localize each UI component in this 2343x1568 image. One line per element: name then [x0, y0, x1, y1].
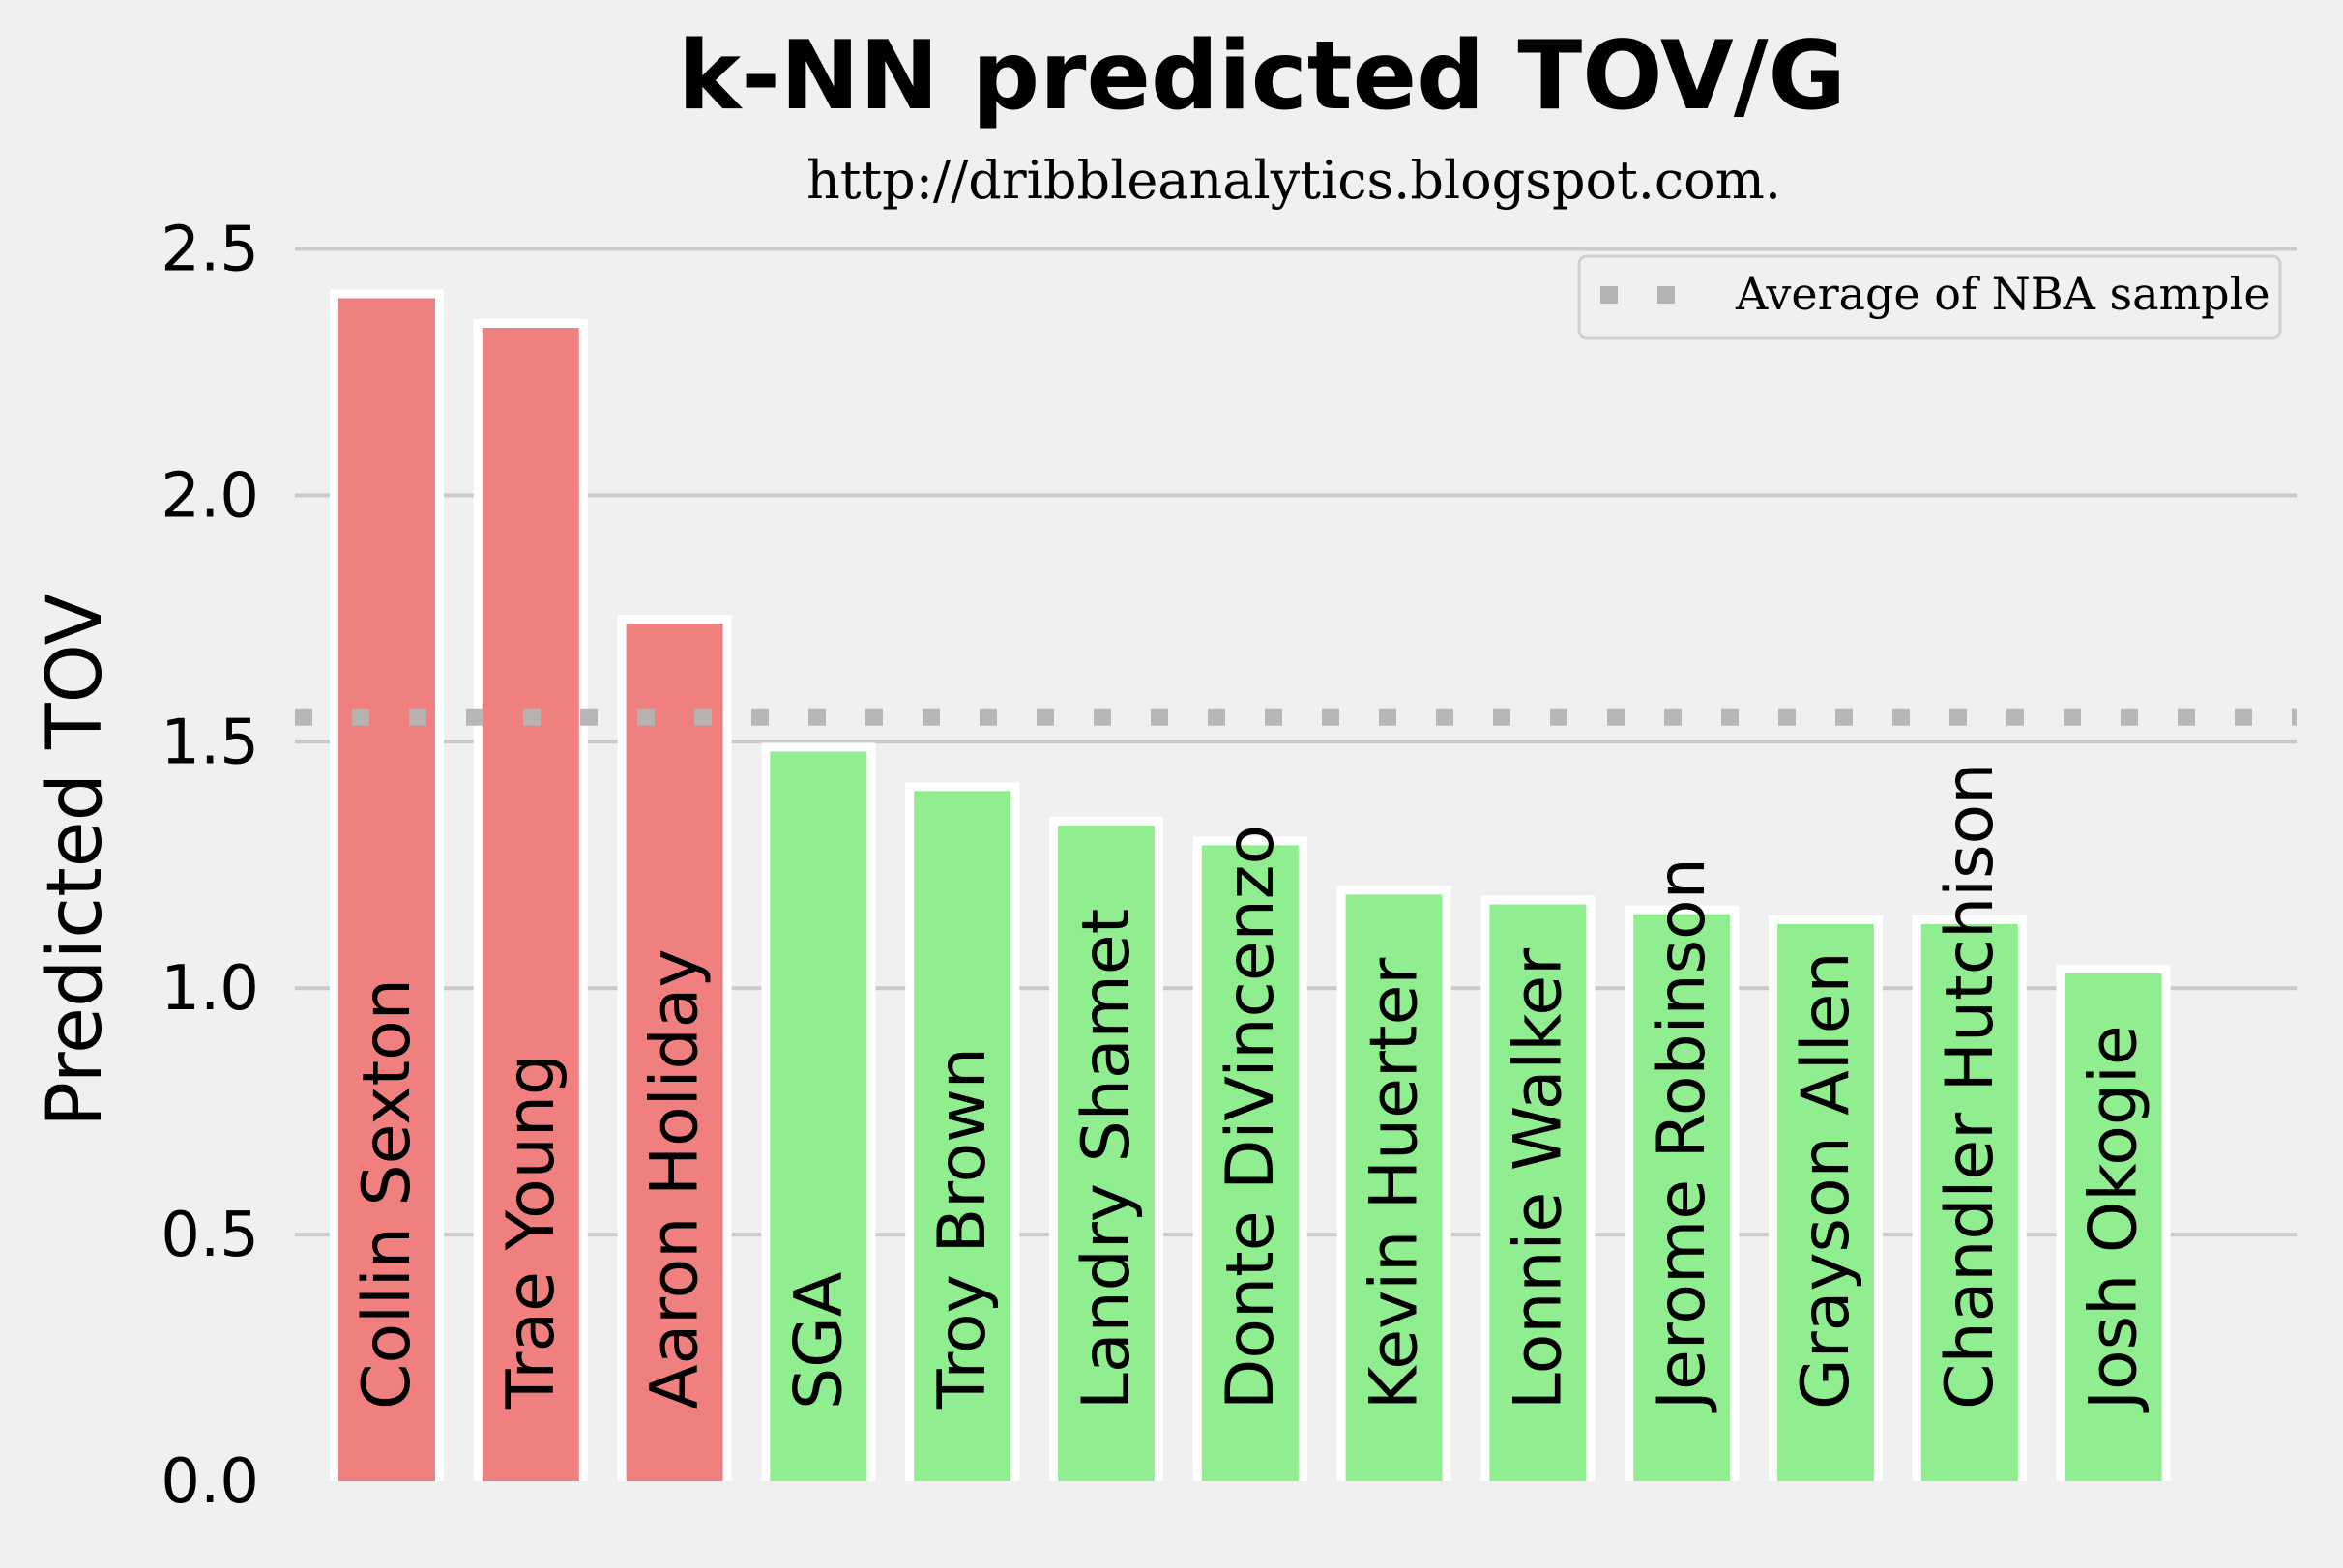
- y-tick-label: 0.5: [161, 1200, 259, 1271]
- chart-subtitle: http://dribbleanalytics.blogspot.com.: [806, 150, 1781, 211]
- legend-entry: Average of NBA sample: [1735, 268, 2270, 320]
- y-tick-label: 2.0: [161, 460, 259, 532]
- bar-label: Collin Sexton: [349, 978, 425, 1409]
- bar: [482, 328, 579, 1481]
- bar: [1345, 894, 1443, 1481]
- bar: [1489, 904, 1587, 1481]
- bar: [1777, 923, 1874, 1481]
- bar: [626, 623, 723, 1481]
- bar: [1633, 914, 1731, 1481]
- bar-label: Grayson Allen: [1788, 951, 1864, 1409]
- bar-label: SGA: [780, 1272, 857, 1409]
- bar-label: Kevin Huerter: [1357, 958, 1433, 1409]
- bar-label: Josh Okogie: [2076, 1025, 2153, 1413]
- bar-label: Trae Young: [493, 1054, 570, 1410]
- bar: [2065, 973, 2162, 1481]
- bar-label: Chandler Hutchison: [1932, 763, 2008, 1409]
- bars-group: Collin Sexton Trae Young Aaron Holiday SGA T…: [330, 289, 2171, 1481]
- bar: [1201, 845, 1299, 1481]
- bar-label: Donte DiVincenzo: [1213, 825, 1289, 1409]
- y-tick-label: 1.5: [161, 707, 259, 778]
- y-tick-label: 2.5: [161, 214, 259, 285]
- bar-label: Troy Brown: [924, 1047, 1001, 1410]
- bar: [1920, 923, 2018, 1481]
- bar: [1058, 825, 1155, 1481]
- bar-label: Aaron Holiday: [637, 948, 714, 1409]
- bar: [914, 791, 1011, 1481]
- y-axis-label: Predicted TOV: [32, 594, 119, 1127]
- chart-title: k-NN predicted TOV/G: [678, 21, 1846, 131]
- y-tick-label: 1.0: [161, 953, 259, 1025]
- legend: Average of NBA sample: [1577, 254, 2282, 340]
- y-axis-ticks: 0.0 0.5 1.0 1.5 2.0 2.5: [161, 214, 259, 1518]
- y-tick-label: 0.0: [161, 1446, 259, 1518]
- legend-box: [1577, 254, 2282, 340]
- bar: [338, 298, 435, 1481]
- bar: [770, 751, 867, 1481]
- bar-label: Landry Shamet: [1069, 909, 1145, 1409]
- bar-label: Lonnie Walker: [1500, 948, 1576, 1409]
- bar-label: Jerome Robinson: [1644, 857, 1720, 1413]
